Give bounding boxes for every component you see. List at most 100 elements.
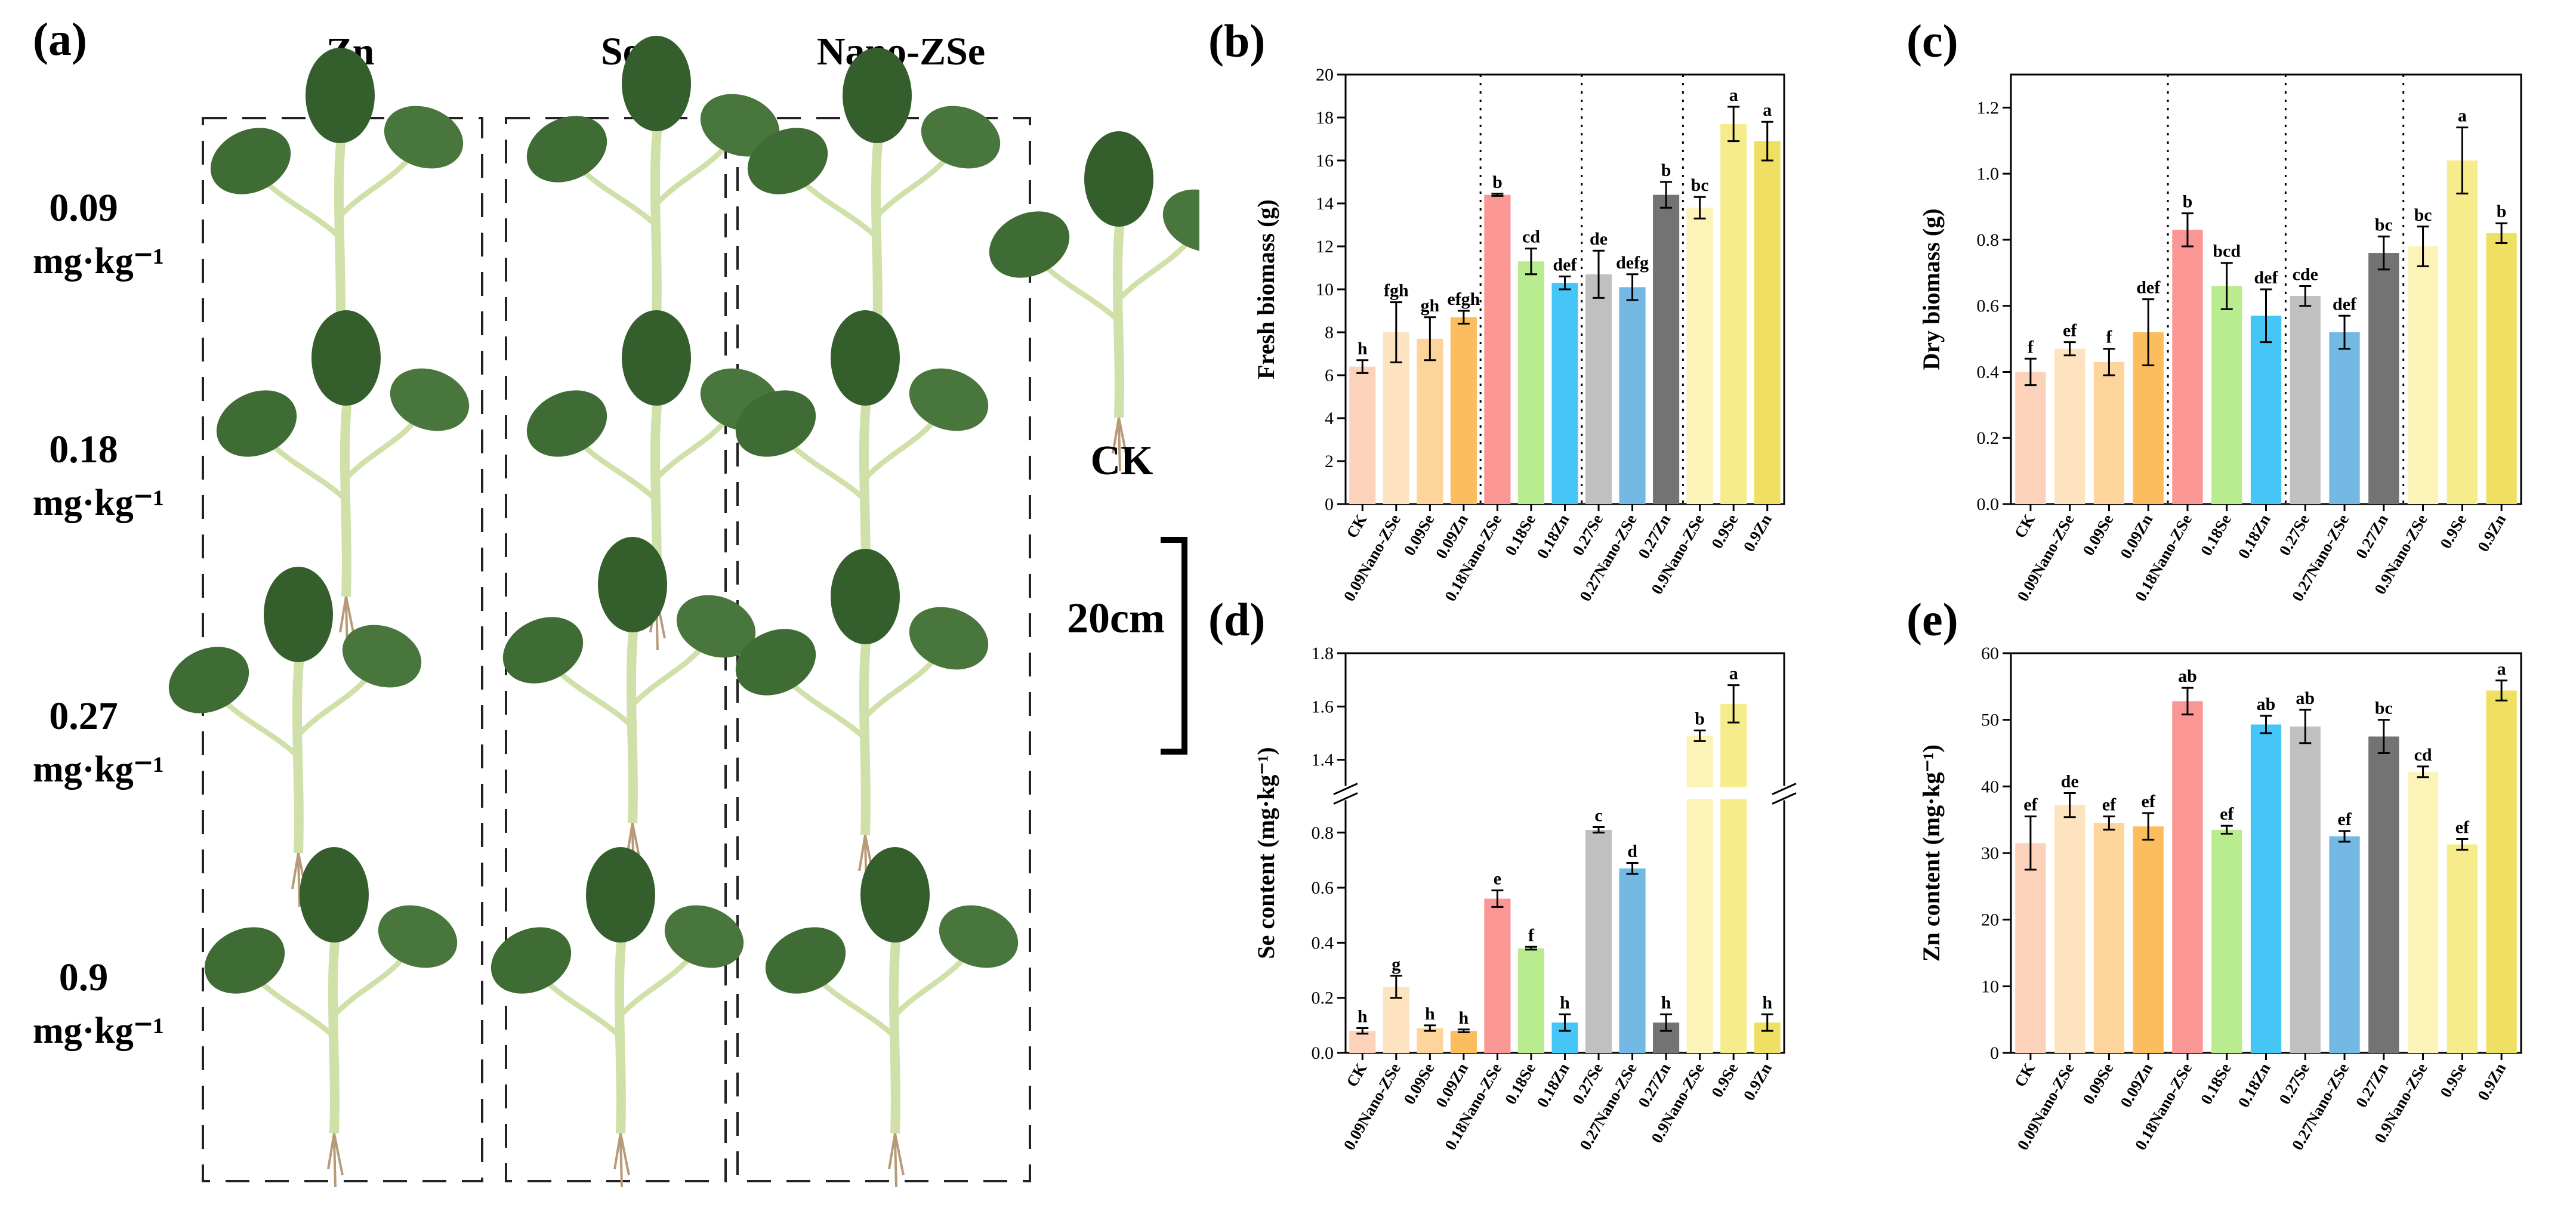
bar	[2290, 726, 2321, 1053]
significance-letter: bcd	[2213, 242, 2241, 261]
row3-unit-label: mg·kg⁻¹	[33, 749, 164, 790]
significance-letter: bc	[2375, 215, 2393, 234]
significance-letter: h	[1560, 993, 1570, 1012]
y-tick-label: 1.4	[1312, 750, 1334, 770]
bar	[1484, 898, 1511, 1053]
y-tick-label: 0.2	[1977, 428, 2000, 448]
bar	[2250, 724, 2282, 1053]
bar	[1417, 1028, 1443, 1053]
y-tick-label: 0.8	[1312, 823, 1334, 843]
y-tick-label: 1.2	[1977, 98, 2000, 118]
y-tick-label: 8	[1325, 323, 1334, 342]
x-tick-label: 0.9Zn	[1740, 1060, 1775, 1104]
significance-letter: h	[1425, 1004, 1435, 1024]
y-tick-label: 1.0	[1977, 164, 2000, 184]
x-tick-label: 0.9Se	[2436, 511, 2470, 552]
significance-letter: ef	[2023, 795, 2038, 815]
significance-letter: bc	[2375, 699, 2393, 718]
bar	[2211, 829, 2242, 1053]
significance-letter: cde	[2293, 264, 2318, 284]
significance-letter: fgh	[1384, 281, 1409, 301]
bar	[1349, 366, 1376, 504]
bar	[2447, 844, 2478, 1053]
significance-letter: f	[2106, 327, 2112, 347]
significance-letter: defg	[1616, 253, 1649, 273]
y-tick-label: 50	[1981, 710, 1999, 730]
y-tick-label: 0.4	[1312, 933, 1334, 953]
bar	[2486, 233, 2517, 504]
y-tick-label: 60	[1981, 644, 1999, 663]
significance-letter: e	[1494, 869, 1501, 889]
significance-letter: def	[2333, 294, 2357, 314]
row4-conc-label: 0.9	[59, 956, 109, 999]
significance-letter: ef	[2102, 795, 2117, 815]
y-tick-label: 14	[1316, 194, 1334, 214]
bar	[2015, 843, 2046, 1053]
bar	[1686, 208, 1713, 504]
x-tick-label: CK	[1343, 511, 1370, 541]
significance-letter: f	[2028, 337, 2034, 357]
x-tick-label: 0.18Se	[2197, 1060, 2235, 1107]
x-tick-label: 0.9Zn	[1740, 511, 1775, 555]
significance-letter: ab	[2257, 694, 2276, 714]
x-tick-label: 0.18Zn	[2235, 511, 2274, 562]
bar	[1619, 287, 1646, 504]
x-tick-label: 0.27Se	[2275, 1060, 2313, 1107]
significance-letter: h	[1358, 1006, 1368, 1026]
bar	[1619, 868, 1646, 1053]
x-tick-label: CK	[2011, 511, 2038, 541]
x-tick-label: 0.9Se	[1708, 1060, 1741, 1101]
panel-label-e: (e)	[1906, 594, 1958, 645]
chart-d: (d) 0.0 0.2 0.4 0.6 0.8 1.4 1.6 1.8 Se content (m…	[1208, 594, 1797, 1153]
y-tick-label: 0.6	[1312, 878, 1334, 898]
bar	[2329, 836, 2360, 1053]
y-tick-label: 30	[1981, 844, 1999, 863]
significance-letter: de	[1590, 229, 1608, 249]
significance-letter: h	[1762, 993, 1772, 1012]
y-axis-title: Se content (mg·kg⁻¹)	[1252, 747, 1279, 959]
significance-letter: a	[2458, 106, 2467, 126]
y-tick-label: 2	[1325, 452, 1334, 471]
x-tick-label: 0.27Zn	[2352, 511, 2392, 562]
panel-label-d: (d)	[1208, 594, 1265, 645]
bar	[2368, 736, 2399, 1053]
significance-letter: ef	[2220, 804, 2234, 824]
bar	[2447, 160, 2478, 504]
row1-unit-label: mg·kg⁻¹	[33, 241, 164, 282]
bar	[2172, 230, 2203, 504]
significance-letter: def	[2254, 268, 2279, 288]
row4-unit-label: mg·kg⁻¹	[33, 1011, 164, 1051]
bar	[2368, 253, 2399, 504]
significance-letter: bc	[2414, 205, 2432, 225]
y-tick-label: 16	[1316, 151, 1334, 171]
bar	[2054, 805, 2086, 1053]
significance-letter: a	[1729, 664, 1738, 684]
y-tick-label: 0.8	[1977, 230, 2000, 250]
chart-c: (c) 0.0 0.2 0.4 0.6 0.8 1.0 1.2 Dry biomass (g) f…	[1906, 15, 2522, 604]
x-tick-label: 0.09Zn	[2117, 511, 2156, 562]
y-axis-title: Zn content (mg·kg⁻¹)	[1918, 744, 1945, 962]
significance-letter: gh	[1421, 296, 1440, 316]
x-tick-label: 0.9Se	[1708, 511, 1741, 552]
axis-break-mark	[1333, 783, 1358, 795]
bar	[1484, 194, 1511, 505]
bar	[1585, 830, 1612, 1053]
y-tick-label: 0	[1325, 495, 1334, 514]
y-tick-label: 20	[1981, 910, 1999, 930]
significance-letter: de	[2061, 772, 2079, 792]
significance-letter: a	[1729, 85, 1738, 105]
significance-letter: ef	[2455, 818, 2470, 838]
y-axis-title: Fresh biomass (g)	[1252, 199, 1279, 379]
significance-letter: ab	[2178, 666, 2197, 686]
significance-letter: efgh	[1447, 289, 1480, 309]
y-tick-label: 0.2	[1312, 988, 1334, 1008]
bar	[2407, 771, 2439, 1053]
x-tick-label: 0.18Zn	[1534, 1060, 1573, 1111]
y-tick-label: 0.0	[1977, 495, 2000, 514]
bar	[2172, 701, 2203, 1053]
x-tick-label: 0.09Se	[2080, 1060, 2117, 1107]
y-tick-label: 0	[1990, 1043, 1999, 1063]
bar	[1686, 736, 1713, 1053]
significance-letter: h	[1358, 339, 1368, 359]
